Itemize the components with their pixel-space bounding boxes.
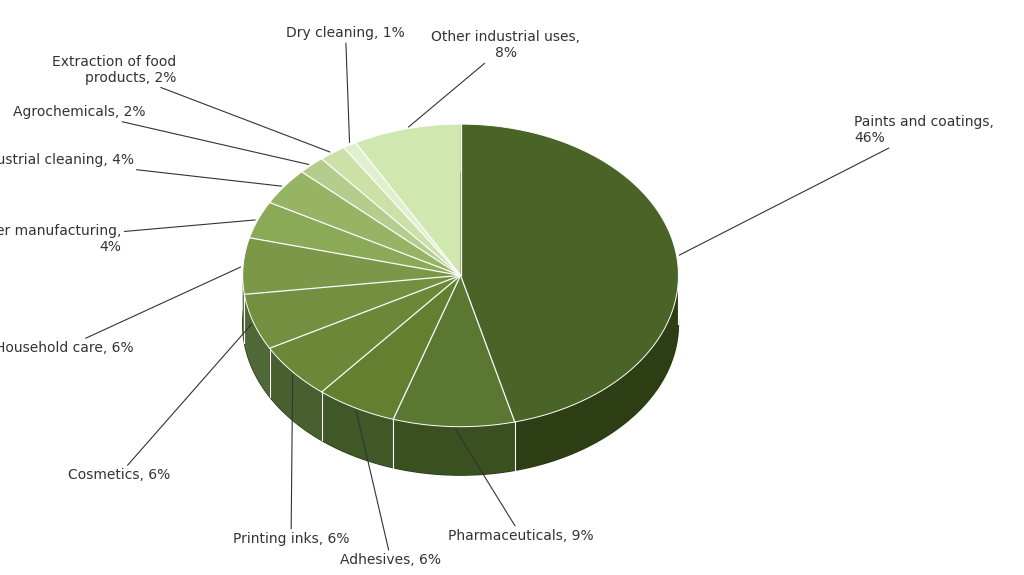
- Polygon shape: [243, 275, 245, 343]
- Polygon shape: [393, 275, 515, 427]
- Polygon shape: [245, 294, 269, 397]
- Text: Agrochemicals, 2%: Agrochemicals, 2%: [13, 105, 308, 164]
- Polygon shape: [243, 172, 679, 475]
- Text: Cosmetics, 6%: Cosmetics, 6%: [68, 324, 252, 482]
- Polygon shape: [344, 143, 461, 275]
- Polygon shape: [322, 148, 461, 275]
- Text: Polymer manufacturing,
4%: Polymer manufacturing, 4%: [0, 220, 255, 254]
- Text: Adhesives, 6%: Adhesives, 6%: [340, 411, 441, 567]
- Polygon shape: [269, 275, 461, 392]
- Text: Printing inks, 6%: Printing inks, 6%: [232, 375, 349, 546]
- Polygon shape: [322, 275, 461, 419]
- Polygon shape: [461, 124, 679, 422]
- Polygon shape: [269, 348, 322, 440]
- Polygon shape: [243, 238, 461, 294]
- Polygon shape: [393, 419, 515, 475]
- Text: Dry cleaning, 1%: Dry cleaning, 1%: [286, 26, 404, 143]
- Text: Pharmaceuticals, 9%: Pharmaceuticals, 9%: [449, 429, 594, 543]
- Polygon shape: [515, 276, 679, 470]
- Polygon shape: [250, 202, 461, 275]
- Text: Other industrial uses,
8%: Other industrial uses, 8%: [409, 30, 581, 127]
- Text: Extraction of food
products, 2%: Extraction of food products, 2%: [52, 55, 330, 152]
- Polygon shape: [302, 159, 461, 275]
- Text: Industrial cleaning, 4%: Industrial cleaning, 4%: [0, 154, 282, 186]
- Polygon shape: [245, 275, 461, 348]
- Polygon shape: [355, 124, 461, 275]
- Polygon shape: [322, 392, 393, 467]
- Polygon shape: [269, 172, 461, 275]
- Text: Paints and coatings,
46%: Paints and coatings, 46%: [679, 115, 994, 255]
- Text: Household care, 6%: Household care, 6%: [0, 267, 241, 355]
